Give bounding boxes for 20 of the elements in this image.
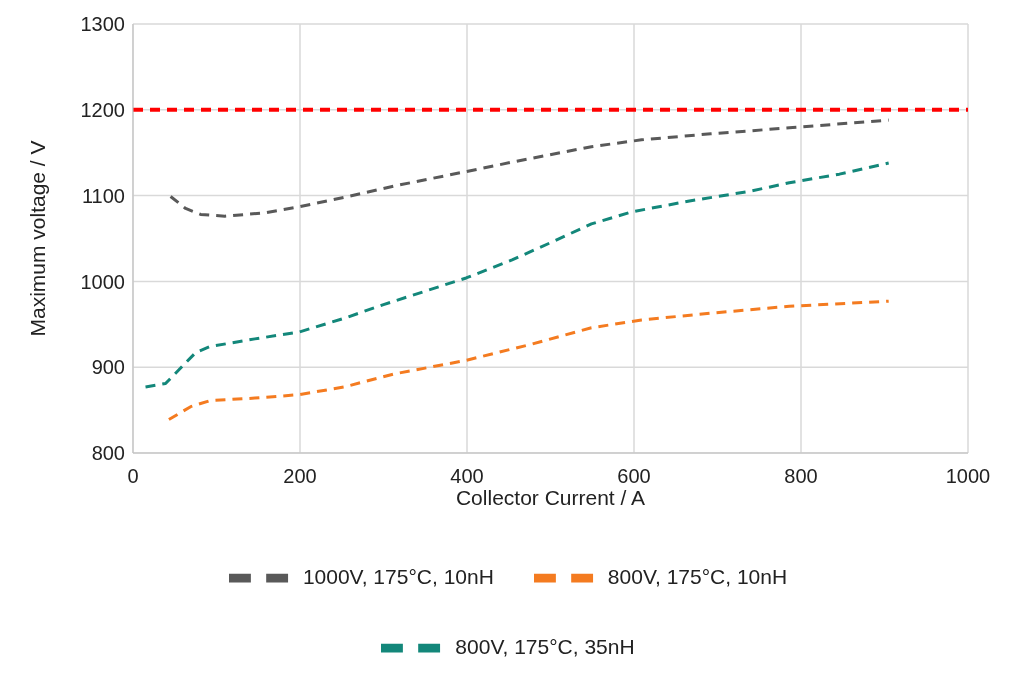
y-tick-label: 1200 xyxy=(80,98,125,121)
x-tick-label: 1000 xyxy=(945,465,991,488)
line-series xyxy=(167,299,891,422)
y-axis-title: Maximum voltage / V xyxy=(26,140,50,337)
x-tick-label: 600 xyxy=(617,465,651,488)
legend-label: 1000V, 175°C, 10nH xyxy=(302,564,494,588)
y-tick-label: 1000 xyxy=(80,270,125,293)
x-tick-label: 800 xyxy=(784,465,818,488)
x-tick-label: 400 xyxy=(450,465,484,488)
y-tick-label: 800 xyxy=(91,442,125,465)
y-tick-label: 1300 xyxy=(80,13,125,36)
y-tick-label: 1100 xyxy=(81,184,125,207)
y-tick-label: 900 xyxy=(91,356,125,379)
x-tick-label: 200 xyxy=(283,465,317,488)
line-series xyxy=(144,161,891,389)
legend-label: 800V, 175°C, 10nH xyxy=(607,564,788,588)
x-tick-label: 0 xyxy=(127,465,139,488)
legend-label: 800V, 175°C, 35nH xyxy=(455,634,635,658)
line-series xyxy=(169,118,891,218)
x-axis-title: Collector Current / A xyxy=(455,486,646,509)
